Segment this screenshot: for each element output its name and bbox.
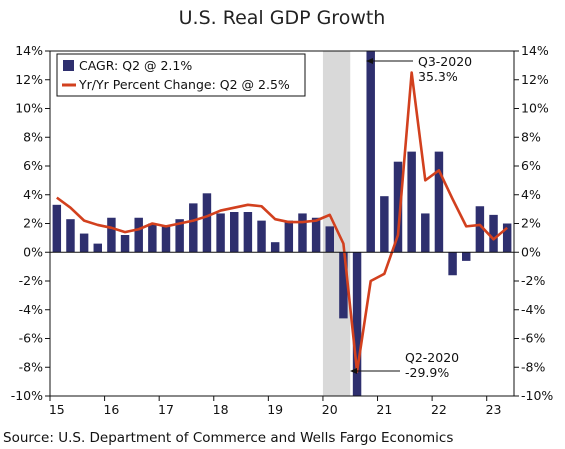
line-group <box>56 71 509 373</box>
bar-2016-Q4 <box>148 223 157 253</box>
x-tick-label: 16 <box>103 402 119 417</box>
bar-2017-Q2 <box>175 219 184 253</box>
bar-2018-Q4 <box>257 220 266 253</box>
bar-2019-Q1 <box>270 242 280 253</box>
annotation-q3-2020: Q3-2020 35.3% <box>366 54 472 84</box>
bar-2017-Q1 <box>161 226 171 253</box>
bar-2020-Q3 <box>352 252 362 396</box>
x-tick-label: 15 <box>49 402 65 417</box>
right-tick-label: -10% <box>521 388 553 403</box>
bar-2022-Q2 <box>448 252 457 276</box>
x-tick-label: 17 <box>158 402 174 417</box>
left-axis: -10% -8% -6% -4% -2% 0% 2% 4% 6% 8% 10% 12% 14% <box>11 43 50 403</box>
bar-2020-Q1 <box>325 226 334 253</box>
bar-2020-Q4 <box>366 51 375 253</box>
plot-border <box>49 50 515 397</box>
left-tick-label: 6% <box>23 158 43 173</box>
left-tick-label: -8% <box>19 359 43 374</box>
annotation-label: Q3-2020 <box>418 54 472 69</box>
bar-2018-Q2 <box>230 212 239 253</box>
annotation-q2-2020: Q2-2020 -29.9% <box>350 350 459 380</box>
right-tick-label: -8% <box>521 359 545 374</box>
annotation-arrowhead <box>366 58 373 64</box>
left-tick-label: 8% <box>23 129 43 144</box>
right-tick-label: -4% <box>521 302 545 317</box>
bar-2018-Q1 <box>216 213 225 253</box>
x-tick-label: 20 <box>322 402 338 417</box>
bar-2017-Q4 <box>202 193 212 253</box>
source-note: Source: U.S. Department of Commerce and … <box>3 430 453 446</box>
left-tick-label: 2% <box>23 216 43 231</box>
x-tick-label: 18 <box>213 402 229 417</box>
bars-group <box>52 51 512 396</box>
right-tick-label: -6% <box>521 331 545 346</box>
plot-frame <box>49 50 515 397</box>
legend-label-yoy: Yr/Yr Percent Change: Q2 @ 2.5% <box>78 77 290 92</box>
bar-2022-Q1 <box>434 151 444 253</box>
x-tick-label: 21 <box>376 402 392 417</box>
left-tick-label: -4% <box>19 302 43 317</box>
legend-swatch-bar <box>63 60 74 71</box>
bar-2020-Q2 <box>339 252 348 319</box>
annotation-value: 35.3% <box>418 69 458 84</box>
legend: CAGR: Q2 @ 2.1% Yr/Yr Percent Change: Q2… <box>56 53 306 97</box>
right-tick-label: 10% <box>521 101 549 116</box>
bar-2017-Q3 <box>189 203 198 253</box>
left-tick-label: -2% <box>19 273 43 288</box>
right-tick-label: 14% <box>521 43 549 58</box>
right-tick-label: 0% <box>521 244 541 259</box>
bar-2019-Q4 <box>311 217 321 253</box>
bar-2023-Q1 <box>489 214 498 253</box>
bar-2021-Q2 <box>393 161 403 253</box>
legend-label-cagr: CAGR: Q2 @ 2.1% <box>79 58 192 73</box>
bar-2015-Q1 <box>52 204 62 253</box>
right-tick-label: 6% <box>521 158 541 173</box>
left-tick-label: 10% <box>15 101 43 116</box>
bar-2016-Q2 <box>120 235 130 253</box>
bar-2015-Q2 <box>66 219 75 253</box>
bar-2019-Q2 <box>284 220 294 253</box>
x-tick-label: 19 <box>267 402 283 417</box>
bar-2016-Q1 <box>107 217 116 253</box>
left-tick-label: 4% <box>23 187 43 202</box>
bar-2022-Q3 <box>462 252 471 261</box>
left-tick-label: 14% <box>15 43 43 58</box>
bar-2023-Q2 <box>502 223 512 253</box>
annotation-arrowhead <box>350 368 357 374</box>
annotation-value: -29.9% <box>405 365 449 380</box>
bar-2016-Q3 <box>134 217 143 253</box>
x-tick-label: 22 <box>431 402 447 417</box>
legend-box <box>56 53 306 97</box>
right-tick-label: 8% <box>521 129 541 144</box>
right-tick-label: 2% <box>521 216 541 231</box>
x-axis: 15 16 17 18 19 20 21 22 23 <box>49 396 502 417</box>
bar-2022-Q4 <box>475 206 485 253</box>
right-tick-label: 12% <box>521 72 549 87</box>
left-tick-label: -10% <box>11 388 43 403</box>
right-tick-label: -2% <box>521 273 545 288</box>
recession-shading <box>322 51 351 396</box>
bar-2019-Q3 <box>298 213 307 253</box>
left-tick-label: 0% <box>23 244 43 259</box>
bar-2015-Q4 <box>93 243 102 253</box>
bar-2021-Q4 <box>421 213 430 253</box>
right-axis: -10% -8% -6% -4% -2% 0% 2% 4% 6% 8% 10% 12% 14% <box>514 43 553 403</box>
left-tick-label: -6% <box>19 331 43 346</box>
bar-2018-Q3 <box>243 212 253 253</box>
chart-title: U.S. Real GDP Growth <box>179 7 386 29</box>
annotation-label: Q2-2020 <box>405 350 459 365</box>
right-tick-label: 4% <box>521 187 541 202</box>
left-tick-label: 12% <box>15 72 43 87</box>
bar-2021-Q1 <box>380 196 389 253</box>
bar-2021-Q3 <box>407 151 416 253</box>
x-tick-label: 23 <box>486 402 502 417</box>
yoy-line <box>56 71 509 373</box>
bar-2015-Q3 <box>79 233 89 253</box>
